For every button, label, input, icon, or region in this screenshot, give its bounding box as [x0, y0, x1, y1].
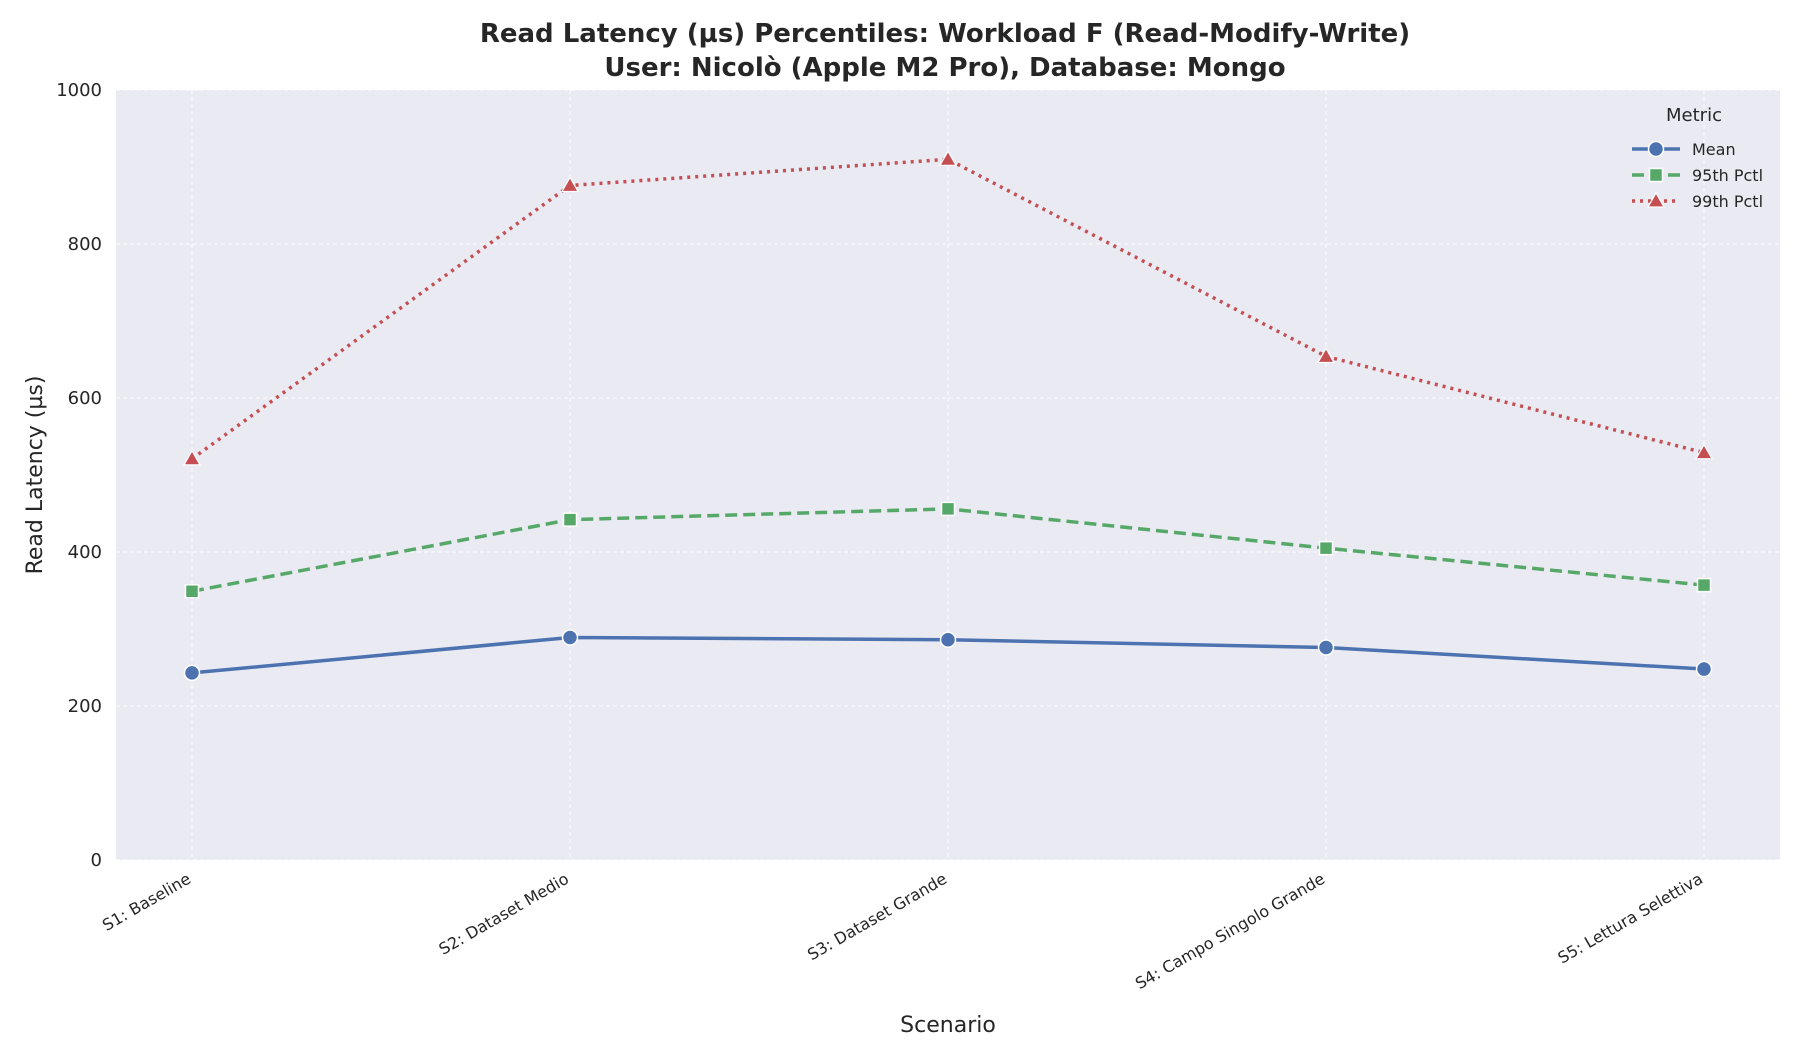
legend-marker-mean [1647, 140, 1665, 158]
data-point-95th-pctl [562, 512, 578, 527]
data-point-99th-pctl [182, 449, 202, 466]
data-point-99th-pctl [1694, 443, 1714, 460]
data-point-99th-pctl [560, 176, 580, 193]
legend-item-mean: Mean [1632, 140, 1736, 159]
data-point-99th-pctl [1316, 347, 1336, 364]
legend-title: Metric [1666, 105, 1722, 126]
data-point-95th-pctl [1318, 540, 1334, 556]
data-point-mean [561, 629, 579, 646]
y-tick-label: 1000 [56, 80, 102, 101]
legend-marker-99th-pctl [1646, 191, 1666, 208]
legend-label-mean: Mean [1692, 140, 1736, 159]
grid-lines [116, 89, 1780, 861]
y-tick-label: 400 [68, 542, 102, 563]
legend-item-99th-pctl: 99th Pctl [1632, 191, 1763, 211]
y-axis-label: Read Latency (µs) [23, 376, 48, 575]
series-mean [183, 629, 1713, 682]
chart-title: Read Latency (µs) Percentiles: Workload … [480, 19, 1410, 49]
y-tick-label: 200 [68, 696, 102, 717]
x-tick-label: S2: Dataset Medio [436, 869, 572, 959]
legend-items: Mean 95th Pctl 99th Pctl [1632, 140, 1763, 211]
legend: Metric Mean 95th Pctl 99th Pctl [1632, 105, 1763, 211]
y-axis-ticks: 0 200 400 600 800 1000 [56, 80, 102, 871]
x-axis-ticks: S1: Baseline S2: Dataset Medio S3: Dataset… [99, 869, 1706, 993]
legend-marker-95th-pctl [1648, 167, 1664, 183]
series-line-99th-pctl [190, 157, 1705, 461]
y-tick-label: 600 [68, 388, 102, 409]
data-point-mean [1317, 639, 1335, 656]
x-tick-label: S5: Lettura Selettiva [1554, 869, 1706, 967]
data-point-mean [939, 631, 957, 649]
data-point-95th-pctl [1696, 577, 1712, 593]
data-point-mean [1695, 660, 1713, 678]
legend-label-95th-pctl: 95th Pctl [1692, 166, 1763, 185]
y-tick-label: 800 [68, 234, 102, 255]
data-point-mean [183, 664, 201, 682]
data-point-95th-pctl [184, 584, 200, 599]
legend-item-95th-pctl: 95th Pctl [1632, 166, 1763, 185]
data-point-99th-pctl [938, 150, 958, 166]
x-tick-label: S4: Campo Singolo Grande [1132, 869, 1328, 993]
x-axis-label: Scenario [900, 1013, 996, 1038]
data-point-95th-pctl [940, 501, 956, 517]
series-99th-pctl [182, 150, 1714, 466]
series-layer [182, 150, 1714, 682]
y-tick-label: 0 [91, 850, 102, 871]
chart-subtitle: User: Nicolò (Apple M2 Pro), Database: M… [604, 53, 1285, 83]
x-tick-label: S3: Dataset Grande [804, 869, 950, 964]
x-tick-label: S1: Baseline [99, 869, 194, 935]
legend-label-99th-pctl: 99th Pctl [1692, 192, 1763, 211]
series-95th-pctl [184, 501, 1712, 599]
